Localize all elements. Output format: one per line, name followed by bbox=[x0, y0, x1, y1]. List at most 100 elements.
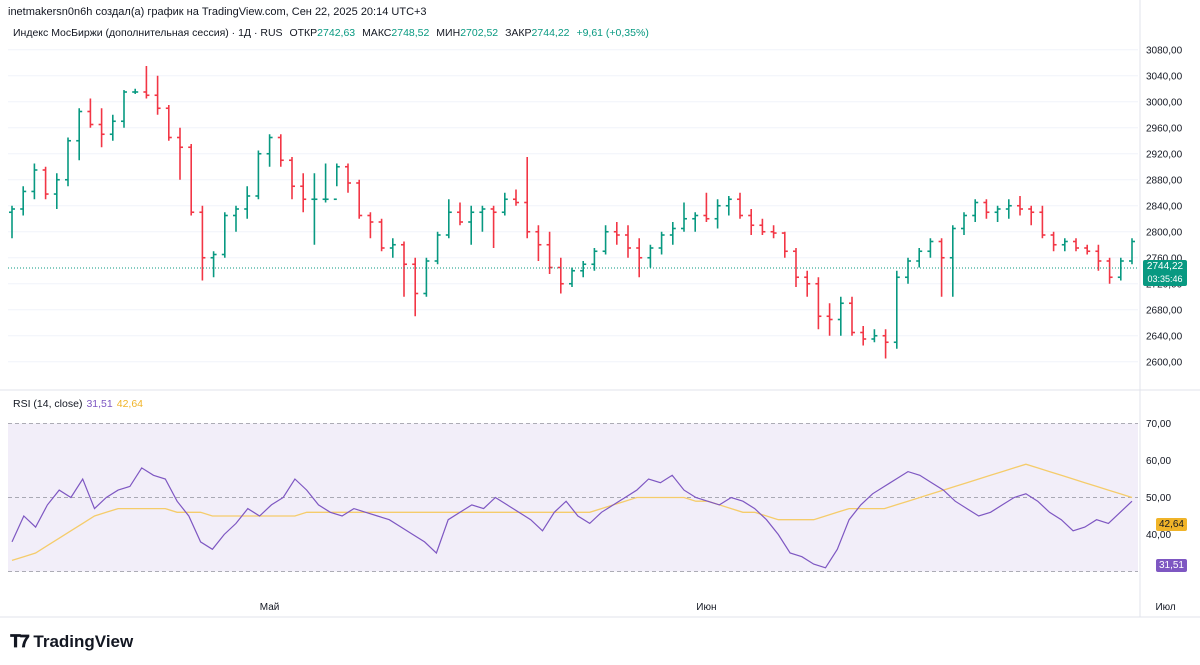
ohlc-bar bbox=[143, 66, 150, 99]
ohlc-bar bbox=[76, 108, 83, 161]
ohlc-bar bbox=[457, 202, 463, 226]
ohlc-bar bbox=[244, 186, 251, 219]
ohlc-bar bbox=[1106, 257, 1113, 284]
rsi-ma-line bbox=[11, 463, 1133, 562]
ohlc-bar bbox=[1061, 238, 1068, 252]
ohlc-bar bbox=[434, 231, 441, 265]
ohlc-bar bbox=[121, 90, 127, 128]
ohlc-bar bbox=[916, 248, 923, 268]
ohlc-bar bbox=[557, 257, 564, 294]
ohlc-bar bbox=[1028, 205, 1035, 226]
ohlc-bar bbox=[87, 98, 94, 128]
ohlc-bar bbox=[289, 157, 295, 200]
ohlc-bar bbox=[501, 192, 508, 216]
close-label: ЗАКР bbox=[505, 27, 532, 39]
ohlc-bar bbox=[759, 218, 766, 235]
ohlc-bar bbox=[882, 329, 889, 359]
ohlc-bar bbox=[1117, 257, 1124, 281]
ohlc-bar bbox=[401, 241, 407, 297]
ohlc-bar bbox=[31, 163, 38, 200]
price-tick-label: 2800,00 bbox=[1146, 227, 1183, 238]
price-tick-label: 2760,00 bbox=[1146, 253, 1183, 264]
rsi-line bbox=[11, 467, 1133, 569]
open-value: 2742,63 bbox=[317, 27, 356, 39]
ohlc-bar bbox=[277, 134, 284, 167]
rsi-pane: 40,00 50,00 60,00 70,00 bbox=[8, 419, 1171, 572]
ohlc-bar bbox=[356, 179, 363, 219]
ohlc-bar bbox=[793, 248, 799, 287]
rsi-tick-label: 50,00 bbox=[1146, 493, 1171, 504]
ohlc-bar bbox=[423, 257, 430, 297]
time-tick-label: Май bbox=[260, 602, 280, 613]
rsi-tick-label: 70,00 bbox=[1146, 419, 1171, 430]
ohlc-bar bbox=[983, 199, 990, 219]
brand[interactable]: 𝐓𝟕 TradingView bbox=[10, 632, 133, 652]
high-label: МАКС bbox=[362, 27, 392, 39]
symbol-name[interactable]: Индекс МосБиржи (дополнительная сессия) … bbox=[13, 27, 283, 39]
price-tick-label: 2600,00 bbox=[1146, 357, 1183, 368]
high-value: 2748,52 bbox=[391, 27, 430, 39]
ohlc-bar bbox=[994, 205, 1001, 222]
ohlc-bar bbox=[1129, 238, 1135, 265]
ohlc-bar bbox=[972, 199, 979, 222]
last-price-value: 2744,22 bbox=[1146, 261, 1184, 272]
ohlc-bar bbox=[1039, 205, 1046, 239]
ohlc-bar bbox=[266, 134, 273, 167]
ohlc-bar bbox=[1084, 244, 1091, 255]
ohlc-bar bbox=[804, 270, 811, 297]
price-tick-label: 3000,00 bbox=[1146, 97, 1183, 108]
ohlc-bar bbox=[42, 166, 49, 200]
ohlc-bar bbox=[535, 225, 542, 261]
ohlc-bar bbox=[367, 212, 374, 239]
ohlc-bar bbox=[65, 137, 71, 187]
ohlc-bar bbox=[345, 163, 351, 193]
change-value: +9,61 (+0,35%) bbox=[576, 27, 649, 39]
time-tick-label: Июн bbox=[696, 602, 716, 613]
ohlc-bar bbox=[311, 173, 318, 245]
rsi-legend-value: 31,51 bbox=[86, 398, 113, 410]
ohlc-bar bbox=[837, 296, 844, 336]
rsi-tick-label: 60,00 bbox=[1146, 456, 1171, 467]
ohlc-bar bbox=[20, 186, 27, 216]
ohlc-bar bbox=[132, 88, 139, 94]
rsi-tick-label: 40,00 bbox=[1146, 530, 1171, 541]
author-line: inetmakersn0n6h создал(а) график на Trad… bbox=[8, 6, 427, 18]
ohlc-bar bbox=[322, 163, 329, 203]
ohlc-bar bbox=[53, 173, 60, 209]
ohlc-bar bbox=[905, 257, 911, 284]
ohlc-bar bbox=[1095, 244, 1102, 271]
rsi-legend: RSI (14, close) 31,51 42,64 bbox=[13, 398, 143, 410]
ohlc-bar bbox=[378, 218, 385, 252]
ohlc-bar bbox=[445, 199, 452, 239]
ohlc-bar bbox=[871, 329, 878, 343]
rsi-ma-legend-value: 42,64 bbox=[116, 398, 144, 410]
time-tick-label: Июл bbox=[1155, 602, 1175, 613]
ohlc-bar bbox=[221, 212, 228, 258]
tradingview-logo-icon: 𝐓𝟕 bbox=[10, 632, 29, 651]
ohlc-bar bbox=[199, 205, 206, 281]
rsi-label[interactable]: RSI (14, close) bbox=[13, 398, 83, 410]
last-price-tag: 2744,22 03:35:46 bbox=[1143, 260, 1187, 286]
ohlc-bar bbox=[490, 205, 497, 248]
ohlc-bar bbox=[681, 202, 687, 232]
ohlc-bar bbox=[927, 238, 934, 258]
ohlc-bar bbox=[569, 267, 575, 287]
ohlc-bar bbox=[602, 225, 609, 255]
ohlc-bar bbox=[961, 212, 967, 235]
ohlc-bar bbox=[233, 205, 239, 232]
ohlc-bar bbox=[479, 205, 486, 232]
ohlc-bar bbox=[333, 163, 340, 201]
price-tick-label: 2960,00 bbox=[1146, 123, 1183, 134]
countdown-value: 03:35:46 bbox=[1147, 274, 1183, 284]
ohlc-bar bbox=[949, 225, 956, 297]
symbol-legend: Индекс МосБиржи (дополнительная сессия) … bbox=[13, 27, 649, 39]
price-tick-label: 3040,00 bbox=[1146, 71, 1183, 82]
rsi-tag: 31,51 bbox=[1155, 558, 1187, 572]
ohlc-bar bbox=[300, 173, 307, 213]
ohlc-bar bbox=[647, 244, 654, 268]
ohlc-bar bbox=[177, 127, 183, 180]
price-tick-label: 2840,00 bbox=[1146, 201, 1183, 212]
ohlc-bar bbox=[826, 303, 833, 336]
brand-name: TradingView bbox=[33, 632, 134, 651]
